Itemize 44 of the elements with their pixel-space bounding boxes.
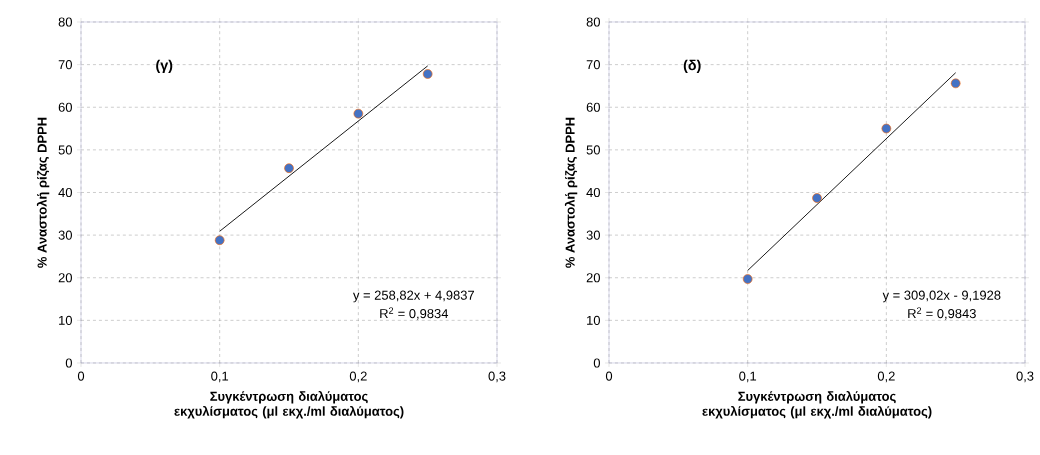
x-axis-title: Συγκέντρωση διαλύματος εκχυλίσματος (μl εκχ./ml διαλύματος) <box>174 391 404 419</box>
y-tick-label: 10 <box>587 315 600 325</box>
annotation: R$^{2}$ = 0,9834 <box>380 307 449 320</box>
y-tick-label: 30 <box>58 230 72 240</box>
x-tick-label: 0 <box>605 371 613 381</box>
point <box>214 235 225 246</box>
y-axis-title: % Αναστολή ρίζας DPPH <box>564 117 578 268</box>
y-tick-label: 0 <box>593 358 600 368</box>
y-tick-label: 80 <box>58 17 72 27</box>
y-axis-title: % Αναστολή ρίζας DPPH <box>36 117 50 268</box>
x-tick-label: 0,3 <box>1016 371 1034 383</box>
point <box>353 108 364 119</box>
point <box>950 78 961 89</box>
point <box>284 163 294 173</box>
y-tick-label: 80 <box>586 17 600 27</box>
y-tick-label: 20 <box>58 273 72 283</box>
x-tick-label: 0,3 <box>488 371 506 383</box>
y-tick-label: 60 <box>586 102 600 112</box>
x-tick-label: 0,2 <box>877 371 895 383</box>
y-tick-label: 70 <box>58 60 72 70</box>
point <box>881 123 892 134</box>
annotation: y = 309,02x - 9,1928 <box>882 290 1001 303</box>
point <box>422 69 433 79</box>
x-tick-label: 0,2 <box>349 371 367 383</box>
annotation: R$^{2}$ = 0,9843 <box>908 307 976 320</box>
y-tick-label: 30 <box>586 230 600 240</box>
y-tick-label: 50 <box>58 145 72 155</box>
point <box>742 274 753 284</box>
y-tick-label: 60 <box>58 102 72 112</box>
y-tick-label: 70 <box>586 60 600 70</box>
y-tick-label: 0 <box>65 358 72 368</box>
x-tick-label: 0,1 <box>211 371 229 383</box>
y-tick-label: 40 <box>58 187 72 198</box>
annotation: (γ) <box>156 59 173 74</box>
x-tick-label: 0 <box>77 371 85 381</box>
y-tick-label: 20 <box>586 273 600 283</box>
annotation: y = 258,82x + 4,9837 <box>352 290 474 303</box>
y-tick-label: 10 <box>59 315 72 325</box>
y-tick-label: 40 <box>586 187 600 198</box>
x-axis-title: Συγκέντρωση διαλύματος εκχυλίσματος (μl εκχ./ml διαλύματος) <box>702 391 932 419</box>
annotation: (δ) <box>683 59 701 74</box>
x-tick-label: 0,1 <box>739 371 757 383</box>
y-tick-label: 50 <box>586 145 600 155</box>
point <box>812 193 822 203</box>
